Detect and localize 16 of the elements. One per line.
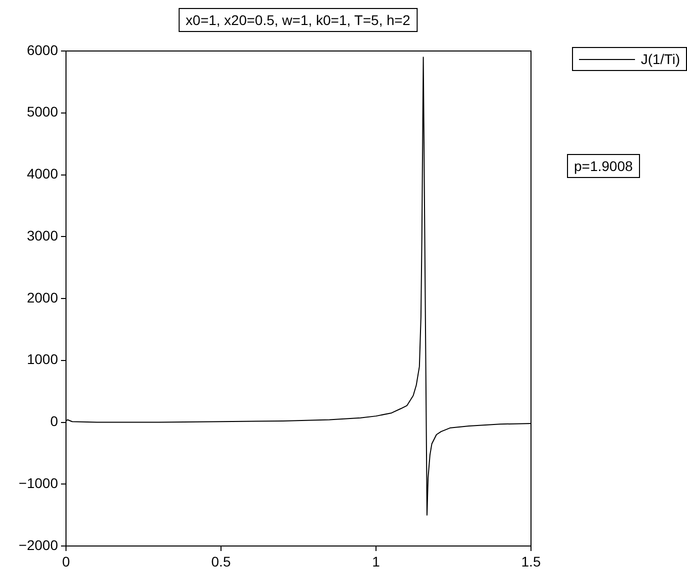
y-tick-label: 0 — [50, 413, 58, 430]
y-tick-label: −1000 — [18, 474, 58, 491]
y-tick-label: 6000 — [26, 42, 58, 58]
y-tick-label: 2000 — [26, 289, 58, 306]
y-tick-label: 5000 — [26, 104, 58, 120]
y-tick-label: 4000 — [26, 166, 58, 182]
x-tick-label: 0 — [62, 553, 70, 570]
x-tick-label: 1.5 — [521, 553, 541, 570]
chart-title: x0=1, x20=0.5, w=1, k0=1, T=5, h=2 — [178, 8, 418, 32]
y-tick-label: 3000 — [26, 227, 58, 244]
x-tick-label: 0.5 — [211, 553, 231, 570]
legend-label: J(1/Ti) — [640, 51, 680, 67]
text: p=1.9008 — [567, 154, 640, 178]
y-tick-label: 1000 — [26, 351, 58, 368]
x-tick-label: 1 — [372, 553, 380, 570]
y-tick-label: −2000 — [18, 536, 58, 553]
